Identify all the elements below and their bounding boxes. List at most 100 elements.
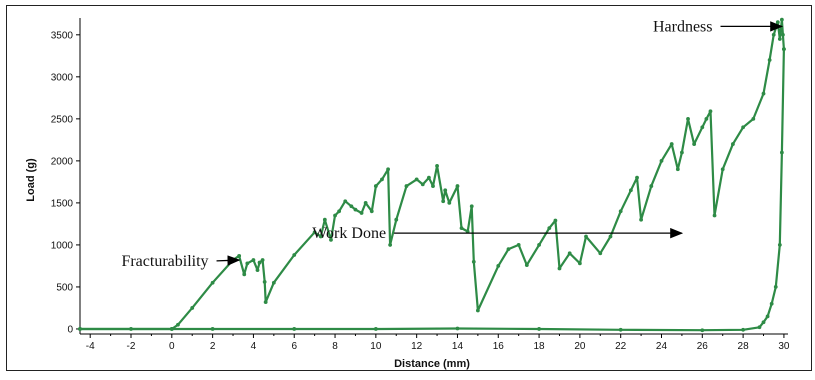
data-point <box>618 209 623 214</box>
x-tick-label: 16 <box>493 341 505 352</box>
data-point <box>312 230 317 235</box>
x-tick-label: 30 <box>778 341 790 352</box>
data-point <box>455 184 460 188</box>
data-point <box>669 142 674 146</box>
data-point <box>190 306 195 310</box>
data-point <box>686 116 690 121</box>
data-point <box>210 327 215 331</box>
data-point <box>700 125 705 130</box>
data-point <box>373 327 378 331</box>
data-point <box>700 328 705 333</box>
y-tick-label: 3500 <box>51 30 74 41</box>
data-point <box>567 251 572 256</box>
annotation-label: Hardness <box>653 18 713 35</box>
annotation-arrow <box>216 255 241 266</box>
data-point <box>628 188 633 193</box>
x-tick-label: 0 <box>169 341 175 352</box>
data-point <box>263 300 268 304</box>
data-point <box>337 209 342 214</box>
x-axis-title: Distance (mm) <box>394 358 470 370</box>
data-point <box>769 301 774 306</box>
data-point <box>262 279 267 284</box>
data-point <box>639 217 643 222</box>
data-point <box>516 243 521 247</box>
y-tick-label: 2000 <box>51 156 74 167</box>
data-point <box>779 17 784 22</box>
y-tick-label: 1500 <box>51 198 74 209</box>
data-point <box>675 167 680 172</box>
data-point <box>704 116 709 121</box>
data-point <box>322 217 327 222</box>
data-point <box>394 217 399 222</box>
data-point <box>469 204 474 209</box>
x-tick-label: -4 <box>86 341 95 352</box>
data-point <box>708 109 713 114</box>
data-point <box>635 175 639 180</box>
data-point <box>431 184 435 188</box>
data-point <box>765 314 770 319</box>
data-point <box>584 234 588 239</box>
x-tick-label: 4 <box>251 341 257 352</box>
data-point <box>731 142 735 146</box>
data-point <box>459 226 464 231</box>
data-point <box>577 261 582 266</box>
data-point <box>557 266 562 271</box>
data-point <box>404 184 409 188</box>
x-tick-label: -2 <box>127 341 136 352</box>
data-point <box>471 259 476 264</box>
data-point <box>271 280 276 285</box>
data-point <box>426 175 431 180</box>
data-point <box>255 268 260 273</box>
data-point <box>692 142 697 146</box>
data-point <box>443 188 448 193</box>
data-point <box>380 177 384 182</box>
data-point <box>329 237 333 242</box>
y-tick-label: 2500 <box>51 114 74 125</box>
y-tick-label: 0 <box>67 324 73 335</box>
x-tick-label: 8 <box>332 341 338 352</box>
x-tick-label: 26 <box>697 341 709 352</box>
y-tick-label: 1000 <box>51 240 74 251</box>
data-point <box>761 91 766 96</box>
data-point <box>475 308 480 313</box>
data-point <box>333 213 337 218</box>
x-tick-label: 22 <box>615 341 627 352</box>
chart-frame <box>6 5 812 371</box>
data-point <box>782 47 786 51</box>
data-point <box>780 32 785 37</box>
x-tick-label: 14 <box>452 341 464 352</box>
data-point <box>496 264 501 268</box>
x-tick-label: 6 <box>291 341 297 352</box>
data-point <box>455 326 460 331</box>
data-point <box>447 200 452 205</box>
data-point <box>260 258 265 262</box>
data-point <box>441 199 446 204</box>
data-point <box>343 199 348 204</box>
data-point <box>359 211 364 215</box>
data-point <box>318 234 323 239</box>
data-point <box>553 218 558 223</box>
x-tick-label: 12 <box>411 341 423 352</box>
data-point <box>129 327 133 331</box>
data-point <box>210 280 215 285</box>
data-point <box>720 167 725 172</box>
data-point <box>242 272 247 277</box>
x-tick-label: 24 <box>656 341 668 352</box>
x-tick-label: 2 <box>210 341 216 352</box>
y-axis-title: Load (g) <box>25 158 37 202</box>
series-group <box>78 17 786 333</box>
annotation-label: Fracturability <box>121 253 208 270</box>
x-tick-label: 20 <box>574 341 586 352</box>
data-point <box>537 327 541 331</box>
y-tick-label: 3000 <box>51 72 74 83</box>
data-point <box>649 184 654 188</box>
data-point <box>751 116 756 121</box>
data-point <box>767 58 772 62</box>
data-point <box>761 320 766 325</box>
data-point <box>363 200 368 205</box>
data-point <box>777 243 782 247</box>
data-point <box>78 327 82 331</box>
